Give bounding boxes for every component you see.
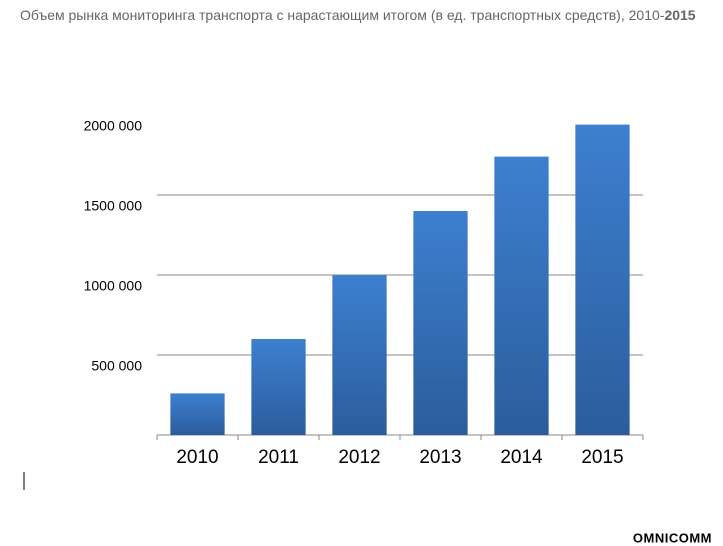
x-tick-label: 2011 [258, 447, 299, 468]
bar [575, 124, 630, 435]
y-tick-label: 500 000 [91, 358, 142, 374]
logo: OMNICOMM [633, 530, 712, 545]
bar [413, 211, 468, 435]
x-tick-label: 2010 [176, 447, 218, 468]
x-tick-label: 2012 [338, 447, 380, 468]
bar [170, 393, 225, 435]
bar [494, 156, 549, 435]
x-tick-label: 2013 [419, 447, 461, 468]
y-tick-label: 2000 000 [84, 118, 143, 134]
bar [332, 275, 387, 435]
y-tick-label: 1500 000 [84, 198, 143, 214]
x-tick-label: 2015 [581, 447, 623, 468]
bar [251, 339, 306, 435]
y-tick-label: 1000 000 [84, 278, 143, 294]
title-text: Объем рынка мониторинга транспорта с нар… [20, 7, 665, 23]
title-bold: 2015 [664, 7, 695, 23]
chart-title: Объем рынка мониторинга транспорта с нар… [20, 7, 696, 23]
x-tick-label: 2014 [500, 447, 543, 468]
